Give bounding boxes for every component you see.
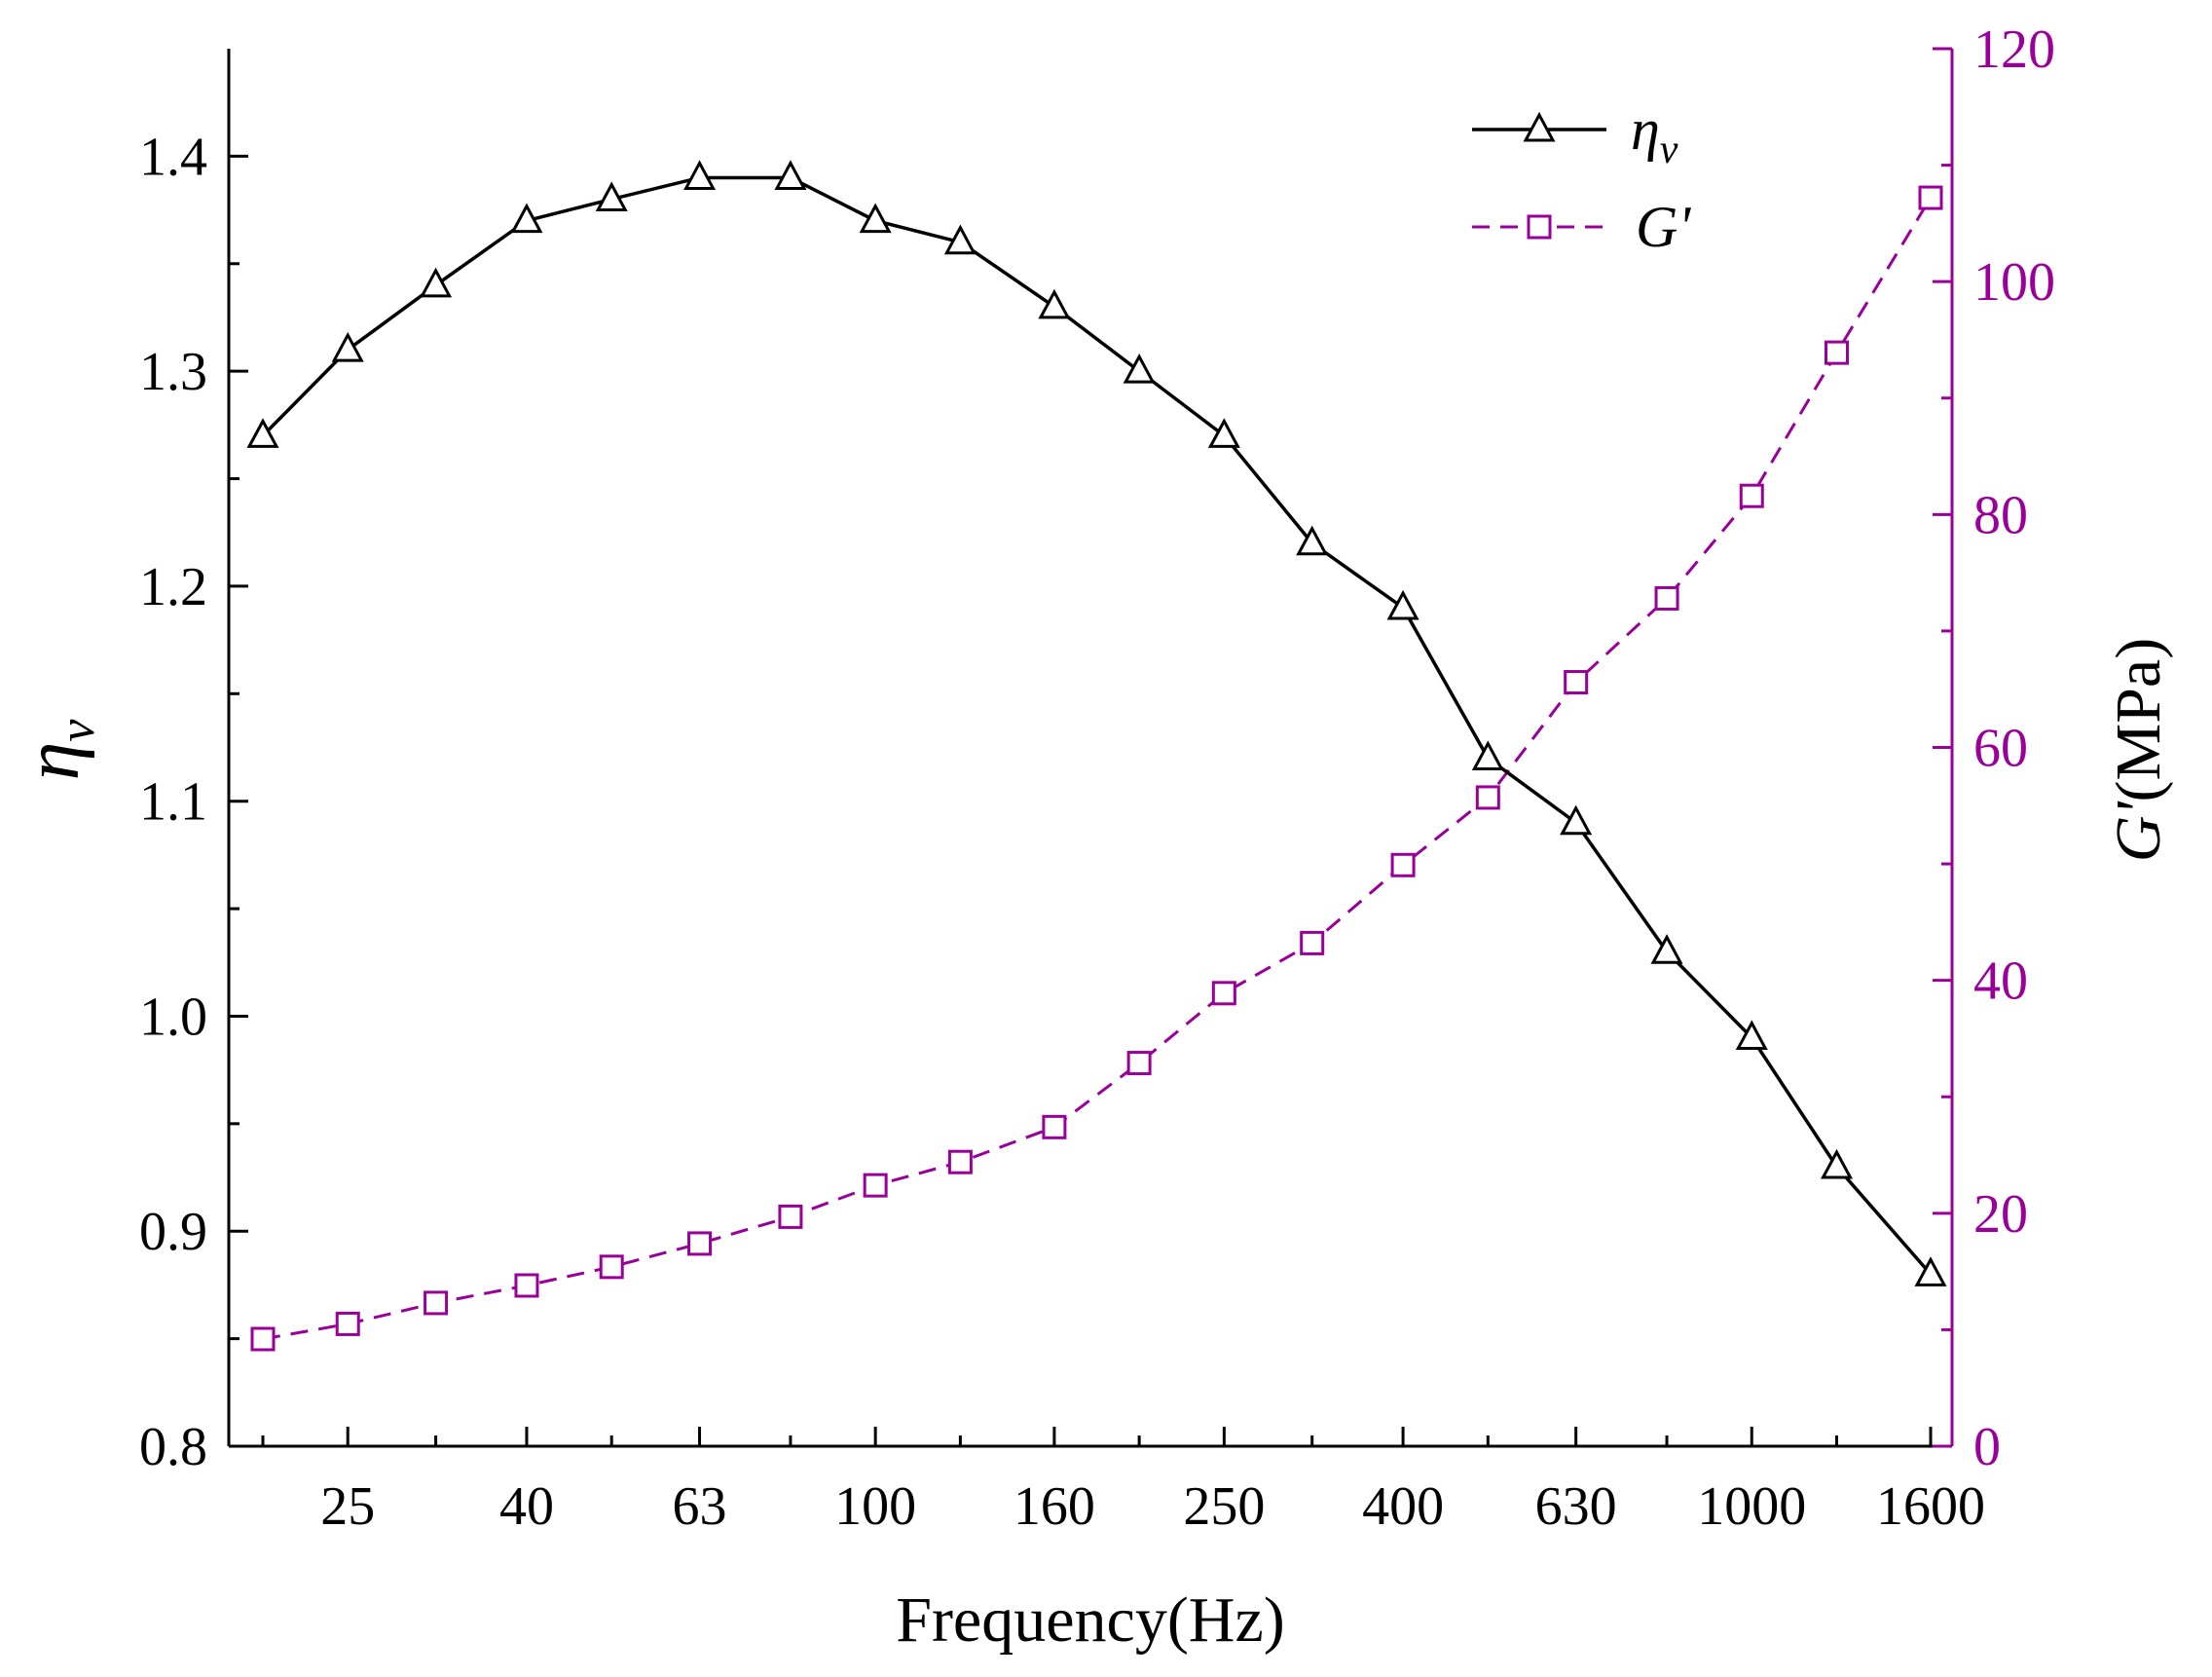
- g-prime-data-point: [778, 1204, 803, 1229]
- y-left-tick-label: 1.3: [139, 342, 207, 402]
- g-prime-data-point: [1918, 185, 1943, 210]
- eta-v-data-point: [1471, 740, 1504, 771]
- y-right-tick-label: 100: [1973, 252, 2055, 313]
- y-right-tick-label: 0: [1973, 1417, 2001, 1477]
- y-left-tick-label: 0.8: [139, 1417, 207, 1477]
- eta-v-data-point: [1914, 1256, 1947, 1286]
- eta-v-data-point: [1386, 589, 1419, 620]
- g-prime-data-point: [1564, 670, 1589, 695]
- eta-v-data-point: [510, 203, 543, 234]
- x-tick-label: 630: [1535, 1476, 1617, 1537]
- eta-v-data-point: [1820, 1148, 1854, 1179]
- legend-g-prime-marker: [1527, 214, 1552, 240]
- g-prime-data-point: [947, 1149, 973, 1174]
- x-tick-label: 25: [320, 1476, 375, 1537]
- eta-v-data-point: [246, 418, 279, 448]
- y-right-tick-label: 40: [1973, 951, 2028, 1012]
- x-tick-label: 1600: [1876, 1476, 1985, 1537]
- g-prime-data-point: [863, 1173, 888, 1198]
- g-prime-data-point: [1824, 340, 1849, 365]
- g-prime-data-point: [1654, 585, 1679, 611]
- axis-titles: Frequency(Hz) ηv G'(MPa): [10, 638, 2174, 1656]
- x-tick-label: 1000: [1697, 1476, 1806, 1537]
- y-right-tick-label: 20: [1973, 1184, 2028, 1245]
- eta-v-data-point: [1296, 525, 1329, 556]
- x-tick-label: 40: [499, 1476, 554, 1537]
- g-prime-data-point: [335, 1311, 360, 1336]
- y-axis-left-title: ηv: [10, 719, 105, 781]
- y-right-tick-label: 120: [1973, 19, 2055, 80]
- y-left-tick-label: 1.4: [139, 127, 207, 187]
- eta-v-data-point: [1650, 934, 1683, 964]
- g-prime-data-point: [1211, 981, 1236, 1006]
- eta-v-data-point: [943, 224, 977, 255]
- g-prime-data-point: [1390, 852, 1416, 877]
- g-prime-data-point: [250, 1326, 276, 1352]
- eta-v-data-point: [420, 267, 453, 298]
- g-prime-data-point: [1126, 1051, 1152, 1076]
- g-prime-data-point: [687, 1231, 713, 1256]
- axes-layer: 0.8 0.9 1.0 1.1 1.2 1.3 1.4 0 20 40 60 80 100 120 25 40…: [139, 19, 2055, 1537]
- eta-v-data-point: [859, 203, 892, 234]
- eta-v-data-point: [595, 181, 628, 212]
- y-left-tick-label: 0.9: [139, 1202, 207, 1262]
- legend-g-prime-label: G': [1636, 195, 1691, 259]
- eta-v-data-point: [683, 160, 717, 190]
- series-g-prime-line: [262, 197, 1933, 1341]
- eta-v-data-point: [1735, 1020, 1768, 1051]
- eta-v-data-point: [1038, 288, 1071, 319]
- y-axis-right-title: G'(MPa): [2103, 638, 2174, 862]
- g-prime-data-point: [1739, 483, 1764, 508]
- eta-v-data-point: [1207, 418, 1240, 448]
- series-eta-v-line: [261, 175, 1933, 1276]
- g-prime-data-point: [1475, 785, 1500, 810]
- eta-v-data-point: [774, 160, 807, 190]
- series-layer: [246, 160, 1947, 1352]
- x-tick-label: 400: [1362, 1476, 1444, 1537]
- legend: ηv G': [1472, 97, 1691, 259]
- legend-eta-v-label: ηv: [1631, 97, 1678, 172]
- y-right-tick-label: 80: [1973, 485, 2028, 545]
- x-tick-label: 63: [673, 1476, 727, 1537]
- x-tick-label: 250: [1183, 1476, 1265, 1537]
- g-prime-data-point: [1300, 930, 1325, 955]
- x-axis-title: Frequency(Hz): [896, 1584, 1284, 1656]
- y-left-tick-label: 1.1: [139, 772, 207, 833]
- eta-v-data-point: [1123, 353, 1156, 384]
- eta-v-data-point: [1560, 804, 1593, 836]
- g-prime-data-point: [514, 1273, 539, 1298]
- g-prime-data-point: [1042, 1114, 1067, 1139]
- x-tick-label: 160: [1014, 1476, 1095, 1537]
- g-prime-data-point: [424, 1290, 449, 1316]
- y-left-tick-label: 1.2: [139, 557, 207, 617]
- x-tick-label: 100: [834, 1476, 916, 1537]
- eta-v-data-point: [331, 331, 364, 362]
- y-right-tick-label: 60: [1973, 719, 2028, 779]
- y-left-tick-label: 1.0: [139, 987, 207, 1047]
- g-prime-data-point: [599, 1254, 624, 1280]
- legend-eta-v-marker: [1523, 111, 1556, 142]
